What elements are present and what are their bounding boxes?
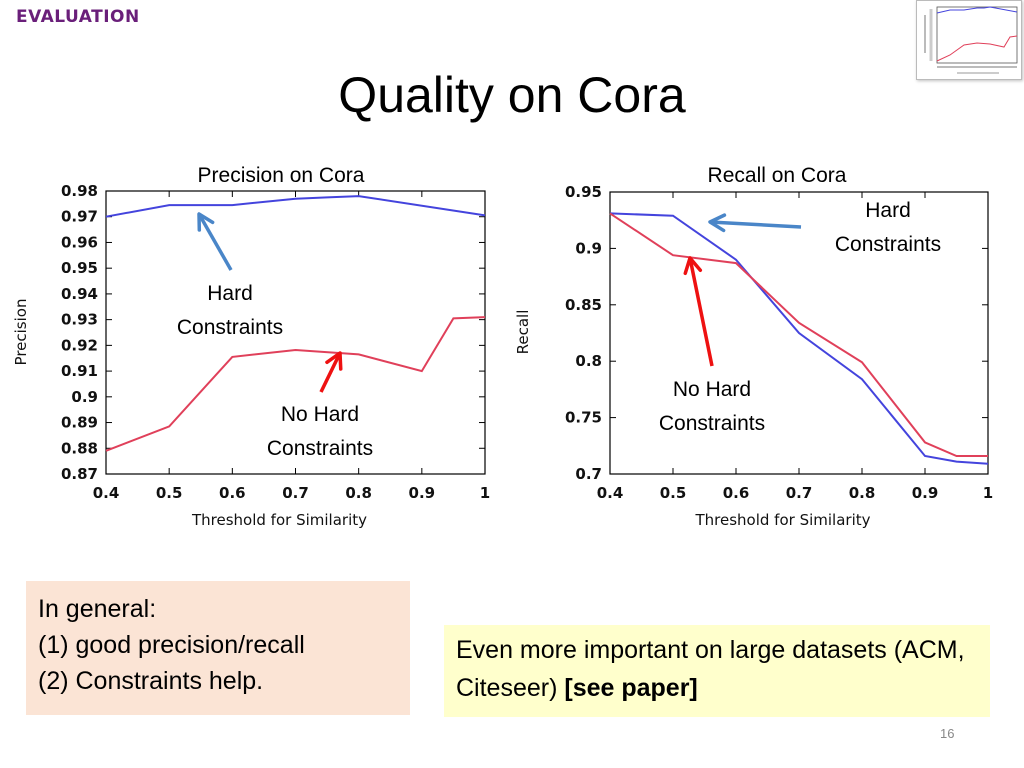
page-number: 16 [940,726,955,741]
recall-xtick-label: 0.6 [723,484,750,502]
precision-ytick-label: 0.96 [61,233,98,251]
recall-xtick-label: 0.7 [786,484,813,502]
recall-series-nohard-line [609,212,988,457]
right-nohard-constraints-label: No Hard Constraints [642,373,782,441]
precision-series-nohard-line [105,316,486,452]
see-paper-reference: [see paper] [564,674,698,702]
left-nohard-arrow-head [325,351,343,371]
precision-ytick-label: 0.9 [71,388,98,406]
left-nohard-line2: Constraints [266,437,374,460]
recall-series-hard-line [609,212,989,465]
recall-ytick-label: 0.9 [575,239,602,257]
precision-ytick-label: 0.93 [61,311,98,329]
recall-ytick-label: 0.95 [565,183,602,201]
precision-chart-thumbnail [916,0,1022,80]
precision-ytick-label: 0.97 [61,208,98,226]
recall-chart-title: Recall on Cora [707,164,847,187]
precision-xtick-label: 0.8 [345,484,372,502]
right-hard-line2: Constraints [834,233,942,256]
recall-ytick-label: 0.85 [565,296,602,314]
precision-ytick-label: 0.88 [61,439,98,457]
precision-ytick-label: 0.98 [61,182,98,200]
precision-ytick-label: 0.94 [61,285,98,303]
recall-xtick-label: 0.9 [912,484,939,502]
importance-note-text: Even more important on large datasets (A… [456,636,965,702]
precision-xtick-label: 0.6 [219,484,246,502]
recall-xtick-label: 0.4 [597,484,624,502]
precision-ytick-label: 0.92 [61,336,98,354]
precision-y-axis-label: Precision [12,299,30,366]
slide-title: Quality on Cora [338,67,686,123]
recall-ytick-label: 0.75 [565,409,602,427]
precision-xtick-label: 0.5 [156,484,183,502]
precision-xtick-label: 1 [480,484,490,502]
general-line-3: (2) Constraints help. [38,667,264,695]
precision-xtick-label: 0.9 [409,484,436,502]
left-hard-line2: Constraints [176,316,284,339]
recall-xtick-label: 1 [983,484,993,502]
left-nohard-arrow-shaft [319,352,342,393]
right-hard-constraints-label: Hard Constraints [818,194,958,262]
right-nohard-arrow-shaft [688,257,714,367]
recall-x-axis-label: Threshold for Similarity [694,511,870,529]
section-tag: EVALUATION [16,7,140,27]
right-nohard-line2: Constraints [658,412,766,435]
precision-ytick-label: 0.87 [61,465,98,483]
precision-ytick-label: 0.89 [61,414,98,432]
left-hard-arrow-shaft [197,213,233,271]
right-hard-line1: Hard [865,199,911,222]
thumb-hard-line [936,6,1018,14]
general-line-2: (1) good precision/recall [38,631,305,659]
charts-canvas: 0.870.880.890.90.910.920.930.940.950.960… [12,182,993,529]
precision-chart-title: Precision on Cora [197,164,365,187]
right-nohard-arrow-head [683,256,703,276]
general-summary-box: In general: (1) good precision/recall (2… [26,581,410,715]
recall-ytick-label: 0.7 [575,465,602,483]
importance-note-box: Even more important on large datasets (A… [444,625,990,717]
right-nohard-line1: No Hard [672,378,752,401]
precision-xtick-label: 0.7 [282,484,309,502]
recall-ytick-label: 0.8 [575,352,602,370]
recall-y-axis-label: Recall [514,310,532,355]
precision-x-axis-label: Threshold for Similarity [191,511,367,529]
left-nohard-constraints-label: No Hard Constraints [250,398,390,466]
precision-series-hard-line [105,195,486,218]
left-hard-line1: Hard [207,282,253,305]
thumb-nohard-line [936,35,1018,62]
precision-ytick-label: 0.91 [61,362,98,380]
left-hard-constraints-label: Hard Constraints [160,277,300,345]
precision-ytick-label: 0.95 [61,259,98,277]
precision-xtick-label: 0.4 [93,484,120,502]
right-hard-arrow-shaft [709,220,802,229]
recall-xtick-label: 0.5 [660,484,687,502]
thumbnail-graphic [924,6,1018,74]
recall-xtick-label: 0.8 [849,484,876,502]
left-nohard-line1: No Hard [280,403,360,426]
right-hard-arrow-head [708,213,727,233]
left-hard-arrow-head [197,212,215,232]
general-line-1: In general: [38,595,157,623]
